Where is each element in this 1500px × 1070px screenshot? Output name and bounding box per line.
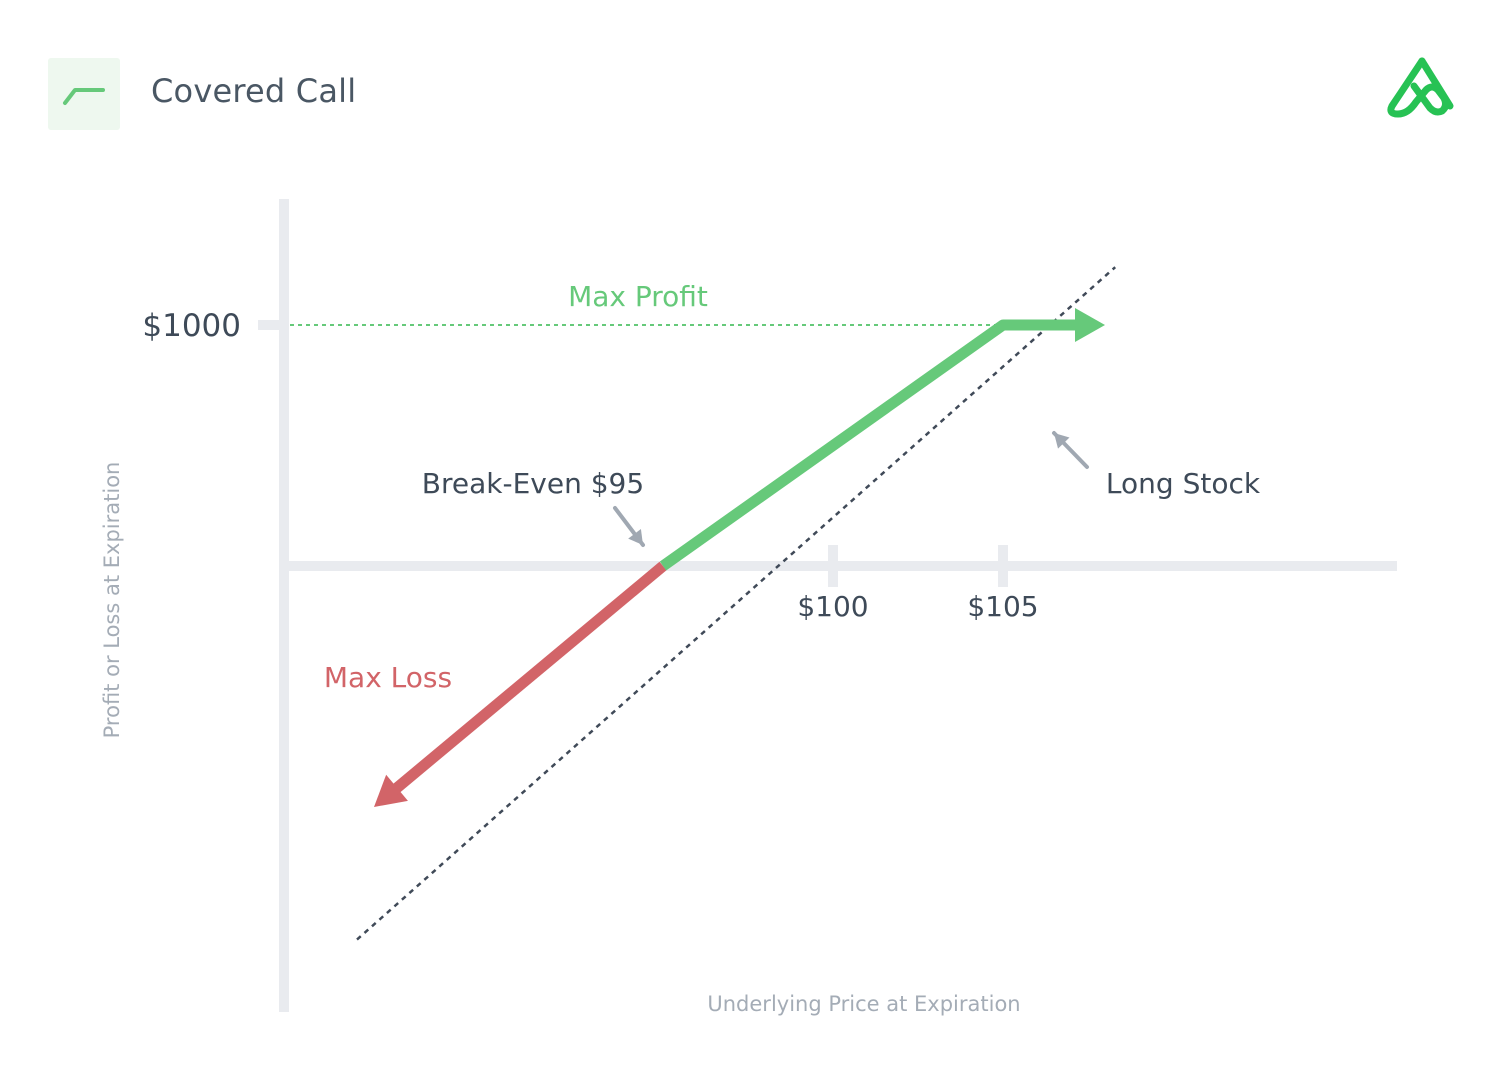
- max-loss-arrowhead: [374, 774, 408, 807]
- y-axis-label: Profit or Loss at Expiration: [100, 462, 124, 739]
- page-title: Covered Call: [151, 72, 357, 110]
- long-stock-pointer-head: [1054, 433, 1070, 449]
- header: Covered Call: [0, 0, 1500, 150]
- break-even-label: Break-Even $95: [422, 467, 644, 500]
- covered-call-payoff-icon: [48, 58, 120, 130]
- x-axis-label: Underlying Price at Expiration: [707, 992, 1020, 1016]
- max-loss-segment: [390, 561, 667, 795]
- x-tick-label: $100: [797, 590, 868, 623]
- long-stock-line: [356, 266, 1117, 941]
- brand-logo-icon: [1386, 56, 1456, 122]
- max-profit-arrowhead: [1075, 308, 1105, 342]
- long-stock-label: Long Stock: [1106, 467, 1261, 500]
- y-tick-label: $1000: [142, 308, 241, 344]
- max-profit-label: Max Profit: [568, 280, 708, 313]
- x-tick-label: $105: [967, 590, 1038, 623]
- profit-segment: [659, 319, 1079, 571]
- max-loss-label: Max Loss: [324, 661, 452, 694]
- break-even-pointer-head: [628, 529, 643, 545]
